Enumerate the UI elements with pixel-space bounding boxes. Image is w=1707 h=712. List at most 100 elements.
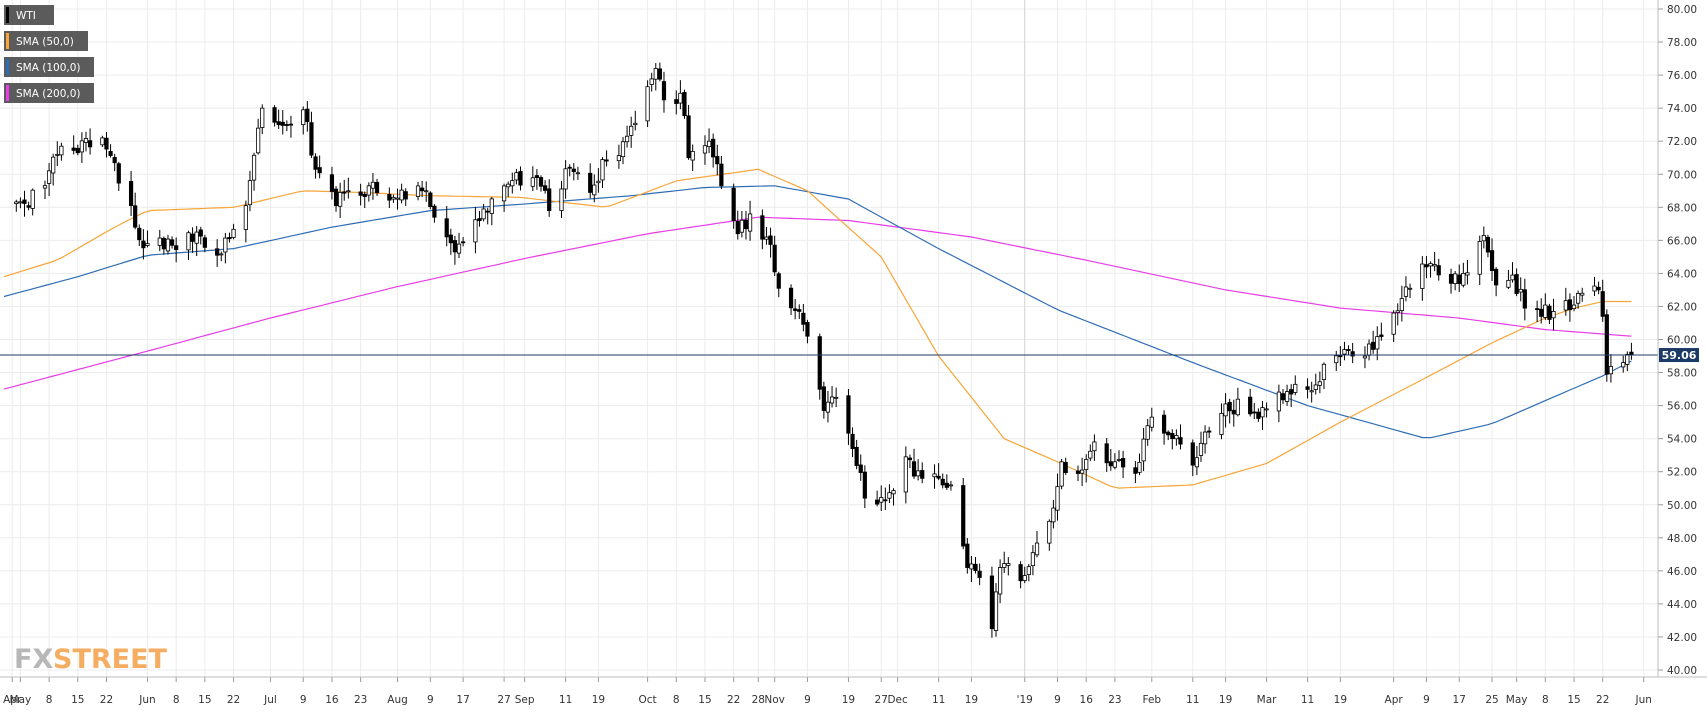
legend-box [4, 83, 94, 103]
candle [1494, 267, 1499, 297]
candle-body-up [764, 236, 769, 240]
candle-body-down [1075, 470, 1081, 474]
legend: WTI SMA (50,0) SMA (100,0) SMA (200,0) [4, 5, 94, 103]
candle-body-up [932, 473, 937, 478]
legend-item: SMA (50,0) [4, 31, 88, 51]
candle [1399, 285, 1404, 322]
candle-body-up [247, 180, 253, 206]
candle-body-up [42, 185, 48, 189]
candle [932, 464, 937, 489]
candle [346, 177, 351, 199]
candle [1535, 300, 1540, 323]
candle [834, 387, 839, 408]
candle-body-up [1510, 274, 1515, 281]
candle-body-down [1485, 236, 1491, 253]
candle [1289, 384, 1294, 407]
candle [620, 137, 626, 165]
candle-body-down [1231, 409, 1236, 415]
candle [448, 228, 453, 255]
candle [1362, 346, 1368, 369]
x-tick-label: 16 [1080, 694, 1094, 706]
y-tick-label: 48.00 [1667, 533, 1697, 545]
candle-body-up [1219, 413, 1224, 435]
candle-body-up [223, 237, 228, 253]
candle-body-up [1342, 349, 1347, 355]
candle-body-up [575, 172, 580, 175]
candle [850, 427, 855, 458]
x-tick-label: 8 [1542, 694, 1549, 706]
x-tick-label: Apr [1385, 694, 1404, 706]
candle-body-down [1596, 286, 1601, 291]
candle-body-up [600, 159, 605, 181]
candle-body-up [1006, 563, 1011, 566]
candle-body-up [338, 192, 343, 207]
candle [215, 239, 220, 267]
y-tick-label: 80.00 [1667, 4, 1697, 16]
x-tick-label: 11 [932, 694, 945, 706]
candle-body-down [977, 570, 982, 578]
candle-body-down [776, 273, 781, 289]
x-tick-label: May [10, 694, 32, 706]
candle-body-down [1489, 250, 1495, 271]
candle-body-up [100, 137, 105, 146]
candle [1108, 448, 1113, 471]
candle-body-up [1453, 273, 1458, 284]
candle-body-down [846, 395, 851, 434]
candle [993, 583, 999, 637]
candle-body-up [231, 228, 236, 238]
candle-body-down [944, 482, 949, 488]
candle [801, 303, 806, 332]
candle [1305, 378, 1310, 399]
current-price-tag [1659, 348, 1699, 363]
candle [600, 157, 605, 188]
x-tick-label: Jun [1634, 694, 1651, 706]
candle [452, 235, 458, 265]
candle [1280, 389, 1286, 404]
candle [251, 152, 257, 191]
candle [805, 319, 810, 344]
candle [788, 284, 794, 315]
candle [1104, 438, 1109, 472]
candle [1571, 296, 1577, 312]
x-tick-label: Mar [1257, 694, 1277, 706]
candle [776, 271, 781, 298]
candle [46, 163, 52, 197]
candle-body-down [174, 245, 179, 250]
candle [391, 194, 396, 203]
y-tick-label: 62.00 [1667, 301, 1697, 313]
candle-body-up [948, 484, 954, 487]
candle [829, 385, 835, 408]
candle [1207, 426, 1212, 439]
candle-body-down [403, 191, 408, 200]
candle [1432, 251, 1437, 272]
candle-body-down [1338, 355, 1343, 358]
x-tick-label: 9 [1054, 694, 1061, 706]
candle [616, 144, 621, 169]
candle [1194, 445, 1199, 476]
x-tick-label: 15 [198, 694, 211, 706]
candle-body-down [907, 457, 913, 461]
candle [944, 474, 949, 490]
candle-body-up [653, 68, 658, 80]
candle-body-up [1313, 384, 1318, 390]
candle-body-up [1403, 286, 1409, 297]
candle [571, 163, 576, 181]
candle-body-up [256, 127, 261, 154]
candle-body-down [1457, 274, 1462, 285]
candle-body-up [399, 189, 404, 201]
candle [18, 197, 23, 209]
x-tick-label: 8 [173, 694, 180, 706]
x-tick-label: 27 [875, 694, 888, 706]
candle-body-up [395, 197, 400, 200]
candle-body-up [1551, 311, 1556, 319]
candle-body-down [768, 235, 773, 245]
candle [1170, 429, 1175, 450]
candle-body-down [1514, 274, 1519, 295]
candle-body-up [456, 243, 462, 254]
candle [538, 175, 544, 192]
candle [936, 463, 941, 481]
watermark-fx: FX [14, 644, 53, 675]
candle-body-up [1317, 381, 1322, 386]
candle [1018, 561, 1023, 589]
candle-body-down [920, 470, 925, 479]
